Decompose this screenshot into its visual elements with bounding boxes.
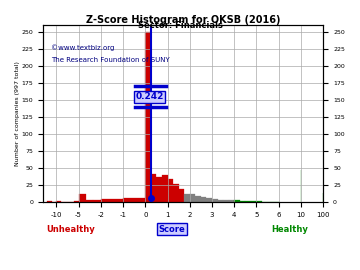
Text: 0.242: 0.242 bbox=[135, 92, 164, 101]
Bar bbox=[184, 194, 190, 202]
Bar bbox=[245, 201, 251, 202]
Bar bbox=[173, 184, 179, 202]
Bar bbox=[256, 201, 262, 202]
Text: ©www.textbiz.org: ©www.textbiz.org bbox=[51, 44, 115, 51]
Text: Healthy: Healthy bbox=[271, 225, 308, 234]
Bar bbox=[217, 200, 223, 202]
Bar bbox=[234, 200, 240, 202]
Bar bbox=[212, 199, 217, 202]
Text: Sector: Financials: Sector: Financials bbox=[138, 21, 222, 30]
Bar bbox=[74, 201, 78, 202]
Text: Unhealthy: Unhealthy bbox=[47, 225, 95, 234]
Text: Score: Score bbox=[159, 225, 185, 234]
Bar bbox=[201, 197, 206, 202]
Text: The Research Foundation of SUNY: The Research Foundation of SUNY bbox=[51, 57, 170, 63]
Bar bbox=[195, 196, 201, 202]
Bar bbox=[223, 200, 229, 202]
Bar bbox=[190, 194, 195, 202]
Bar bbox=[151, 174, 156, 202]
Bar bbox=[156, 177, 162, 202]
Bar bbox=[86, 200, 93, 202]
Y-axis label: Number of companies (997 total): Number of companies (997 total) bbox=[15, 61, 20, 166]
Bar bbox=[179, 189, 184, 202]
Bar bbox=[206, 198, 212, 202]
Bar bbox=[240, 201, 245, 202]
Bar bbox=[162, 175, 167, 202]
Bar bbox=[56, 201, 61, 202]
Bar bbox=[101, 199, 123, 202]
Title: Z-Score Histogram for OKSB (2016): Z-Score Histogram for OKSB (2016) bbox=[86, 15, 280, 25]
Bar bbox=[229, 200, 234, 202]
Bar bbox=[145, 32, 151, 202]
Bar bbox=[78, 194, 86, 202]
Bar bbox=[251, 201, 256, 202]
Bar bbox=[167, 178, 173, 202]
Bar bbox=[48, 201, 52, 202]
Bar bbox=[93, 200, 101, 202]
Bar bbox=[123, 198, 145, 202]
